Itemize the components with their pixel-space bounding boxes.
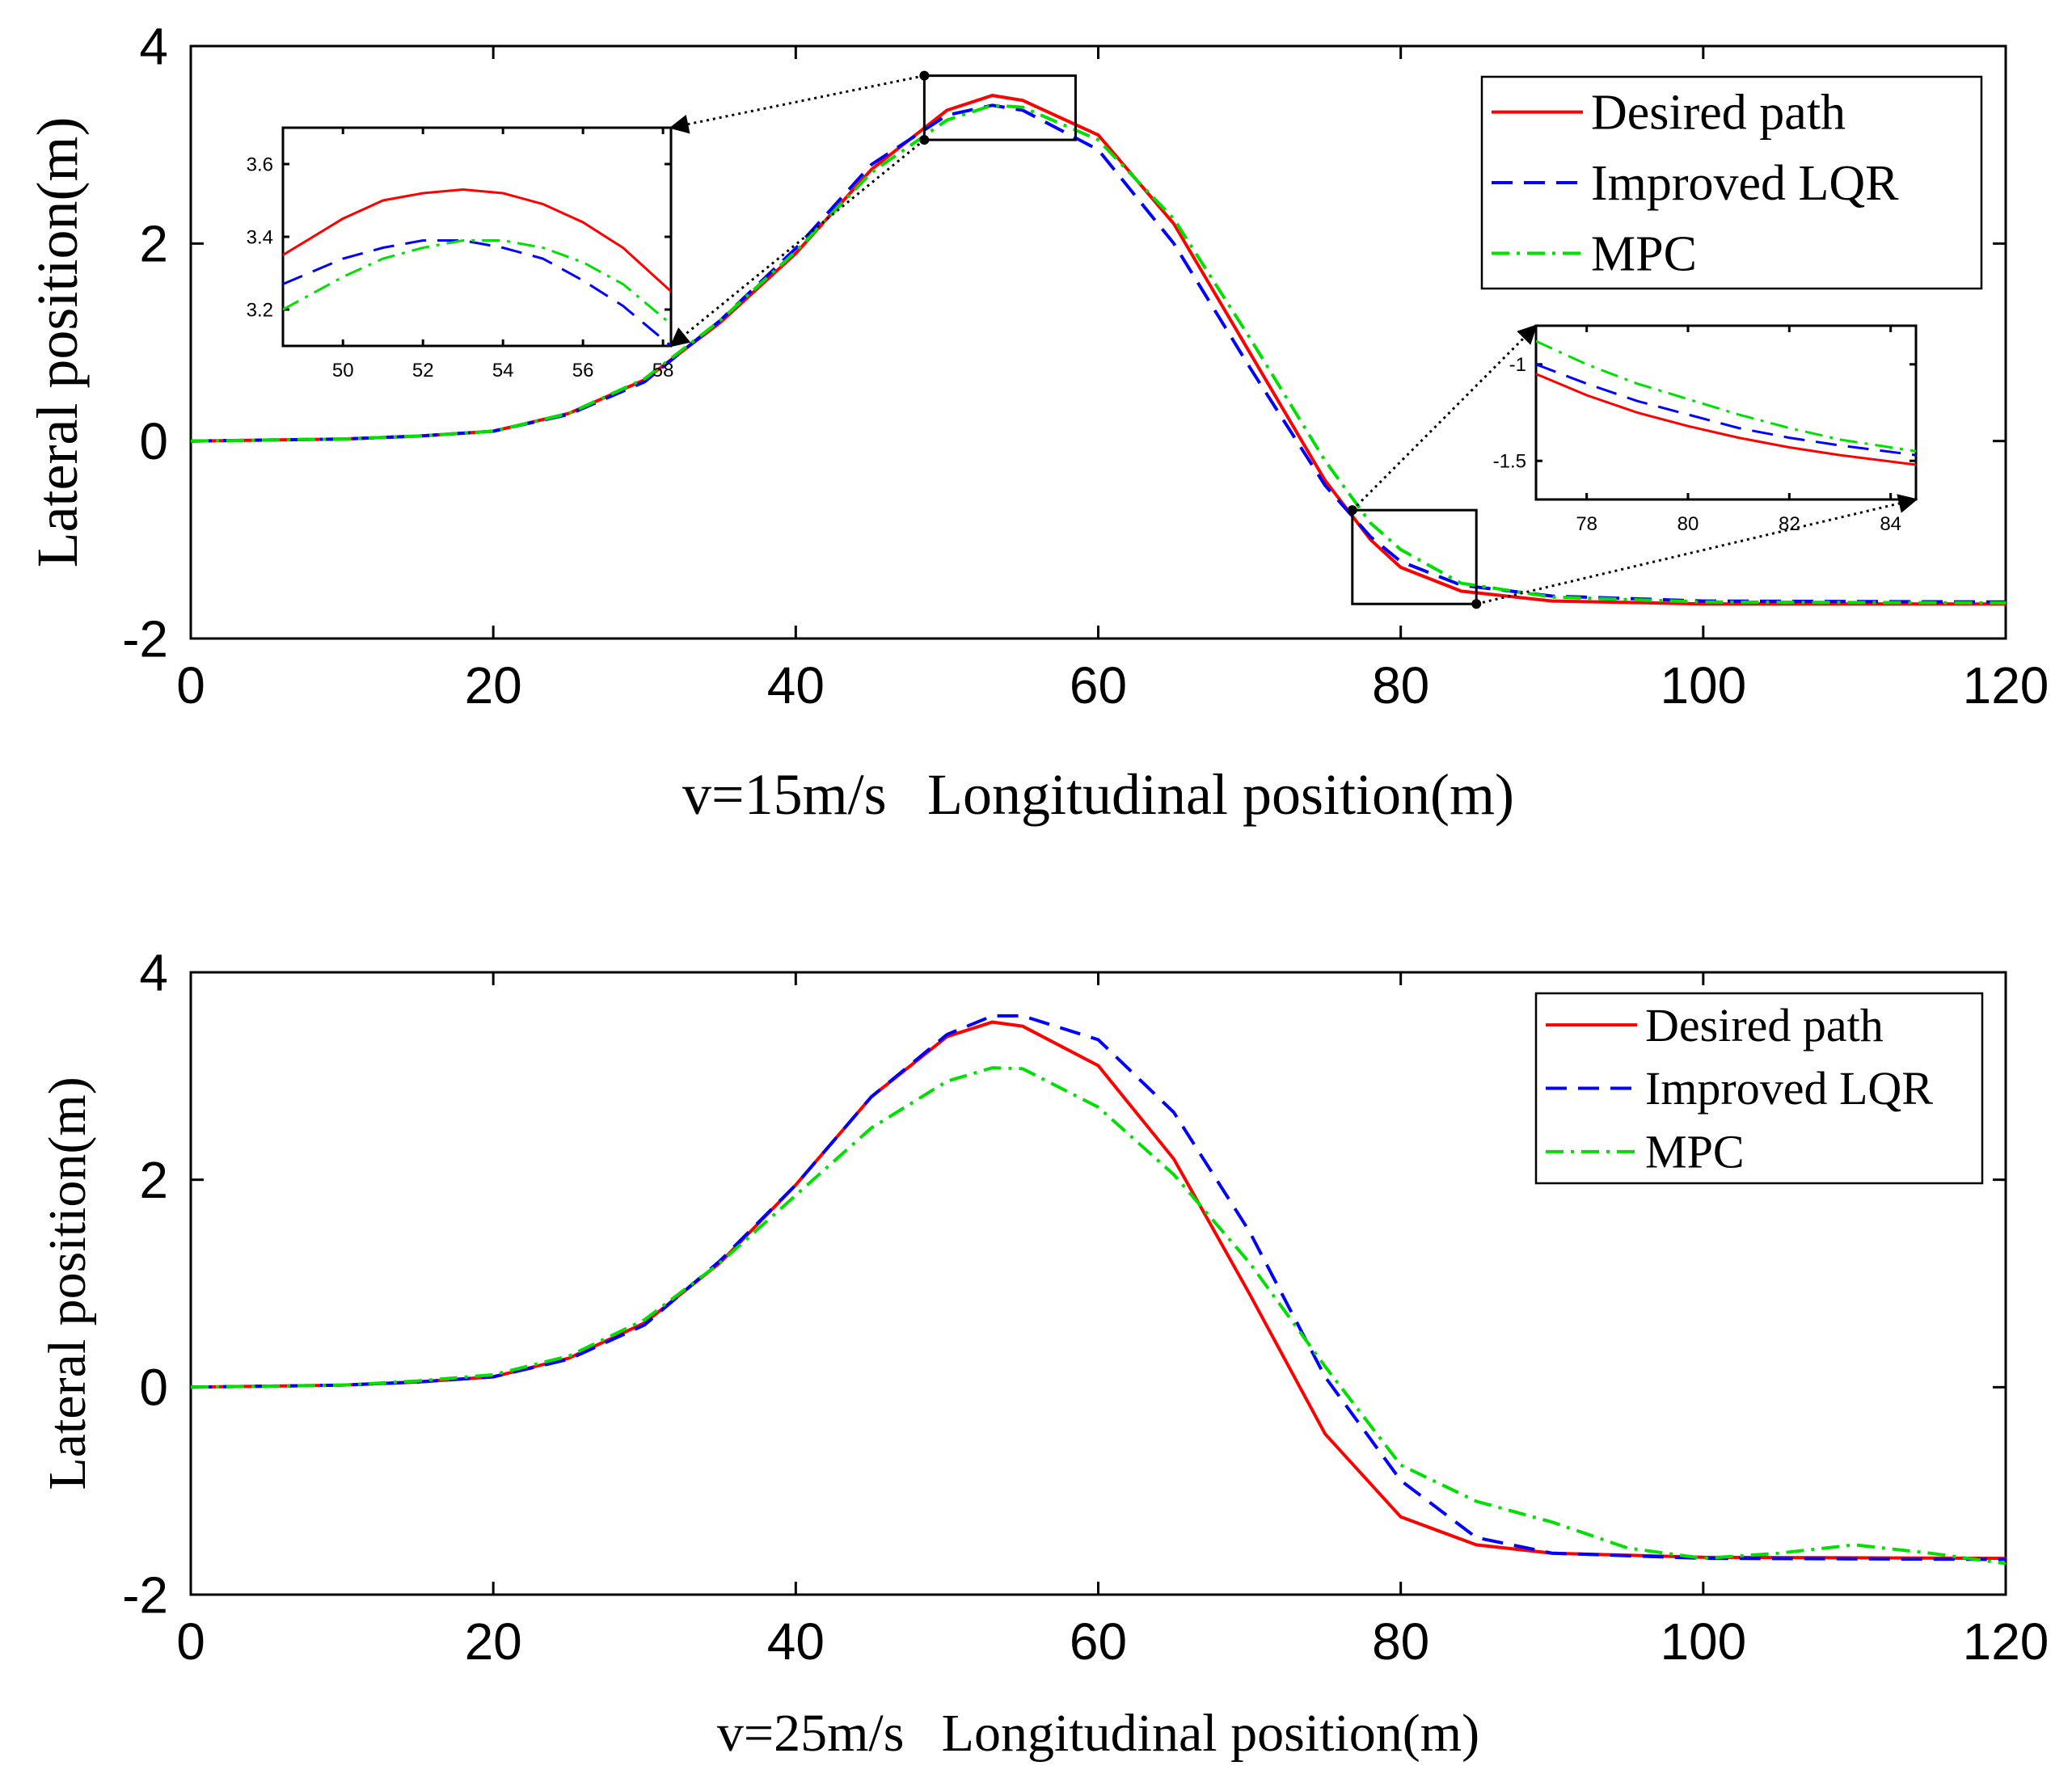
inset-peak-y-tick-label: 3.6 [247, 154, 273, 175]
top-series-improved-lqr [191, 103, 2006, 604]
inset-peak-x-tick-label: 54 [492, 360, 514, 381]
inset-tail-x-tick-label: 78 [1576, 513, 1597, 535]
bottom-series-mpc [191, 1066, 2006, 1566]
top-x-tick-label: 120 [1963, 656, 2049, 714]
inset-tail-x-tick-label: 82 [1779, 513, 1800, 535]
bottom-legend-label: MPC [1645, 1126, 1745, 1178]
top-zoom-connector [669, 74, 925, 134]
bottom-x-tick-label: 40 [767, 1612, 825, 1671]
top-zoom-connector [669, 138, 926, 348]
bottom-x-tick-label: 60 [1070, 1612, 1127, 1671]
bottom-y-axis-title: Lateral position(m) [38, 1077, 97, 1490]
inset-tail-x-tick-label: 84 [1880, 513, 1901, 535]
top-x-tick-label: 40 [767, 656, 825, 714]
bottom-y-tick-label: -2 [122, 1566, 168, 1624]
inset-peak-x-tick-label: 56 [572, 360, 594, 381]
bottom-x-tick-label: 20 [465, 1612, 522, 1671]
top-y-tick-label: 2 [139, 215, 168, 273]
bottom-x-tick-label: 80 [1372, 1612, 1429, 1671]
top-y-tick-label: 4 [139, 17, 168, 75]
top-speed-label: v=15m/s [682, 762, 887, 827]
top-x-tick-label: 60 [1070, 656, 1127, 714]
top-y-axis-title: Lateral position(m) [25, 117, 90, 568]
bottom-legend-label: Improved LQR [1645, 1062, 1933, 1115]
top-legend-label: MPC [1591, 226, 1697, 281]
top-inset-peak: 50 52 54 56 58 3.2 3.4 3.6 [247, 126, 674, 381]
inset-peak-x-tick-label: 52 [412, 360, 434, 381]
bottom-x-tick-label: 120 [1963, 1612, 2049, 1671]
inset-peak-x-tick-label: 50 [332, 360, 354, 381]
inset-tail-y-tick-label: -1 [1509, 354, 1526, 376]
top-series-mpc [191, 103, 2006, 605]
top-legend-label: Improved LQR [1591, 156, 1899, 211]
top-zoom-connector-dot [919, 70, 930, 81]
bottom-x-tick-label: 100 [1660, 1612, 1746, 1671]
bottom-series-improved-lqr [191, 1014, 2006, 1562]
top-zoom-connector [1475, 494, 1918, 605]
inset-peak-y-tick-label: 3.4 [247, 226, 273, 248]
top-zoom-box-peak [922, 74, 1077, 141]
top-zoom-connector [1351, 324, 1538, 512]
bottom-legend-label: Desired path [1645, 999, 1884, 1052]
bottom-y-tick-label: 0 [139, 1359, 168, 1417]
top-zoom-connector-dot [1347, 505, 1357, 516]
inset-peak-axes-frame [281, 126, 673, 348]
bottom-y-tick-label: 2 [139, 1151, 168, 1209]
top-zoom-box-tail [1351, 508, 1478, 605]
top-y-tick-label: -2 [122, 609, 168, 668]
inset-peak-y-tick-label: 3.2 [247, 299, 273, 321]
inset-tail-y-tick-label: -1.5 [1493, 451, 1526, 473]
top-x-tick-label: 0 [176, 656, 205, 714]
inset-tail-x-tick-label: 80 [1677, 513, 1699, 535]
top-inset-tail: 78 80 82 84 -1 -1.5 [1493, 324, 1918, 535]
bottom-speed-label: v=25m/s [717, 1704, 905, 1763]
inset-tail-axes-frame [1534, 324, 1918, 501]
bottom-x-axis-title: v=25m/s Longitudinal position(m) [717, 1704, 1479, 1763]
top-x-label: Longitudinal position(m) [927, 762, 1514, 827]
top-x-tick-label: 20 [465, 656, 522, 714]
inset-peak-series-improved-lqr [283, 239, 671, 346]
inset-tail-series-improved-lqr [1536, 363, 1916, 457]
inset-peak-x-tick-label: 58 [652, 360, 674, 381]
inset-peak-series-mpc [283, 239, 671, 326]
inset-tail-series-mpc [1536, 339, 1916, 453]
top-zoom-connector-dot [1471, 599, 1482, 609]
top-x-tick-label: 80 [1372, 656, 1429, 714]
inset-tail-series-desired-path [1536, 373, 1916, 466]
bottom-x-label: Longitudinal position(m) [942, 1704, 1479, 1763]
bottom-x-tick-label: 0 [176, 1612, 205, 1671]
top-zoom-connector-dot [919, 135, 930, 145]
bottom-y-tick-label: 4 [139, 943, 168, 1001]
top-legend-label: Desired path [1591, 86, 1846, 141]
top-x-axis-title: v=15m/s Longitudinal position(m) [682, 762, 1514, 827]
top-y-tick-label: 0 [139, 412, 168, 470]
inset-peak-series-desired-path [283, 188, 671, 293]
top-x-tick-label: 100 [1660, 656, 1746, 714]
